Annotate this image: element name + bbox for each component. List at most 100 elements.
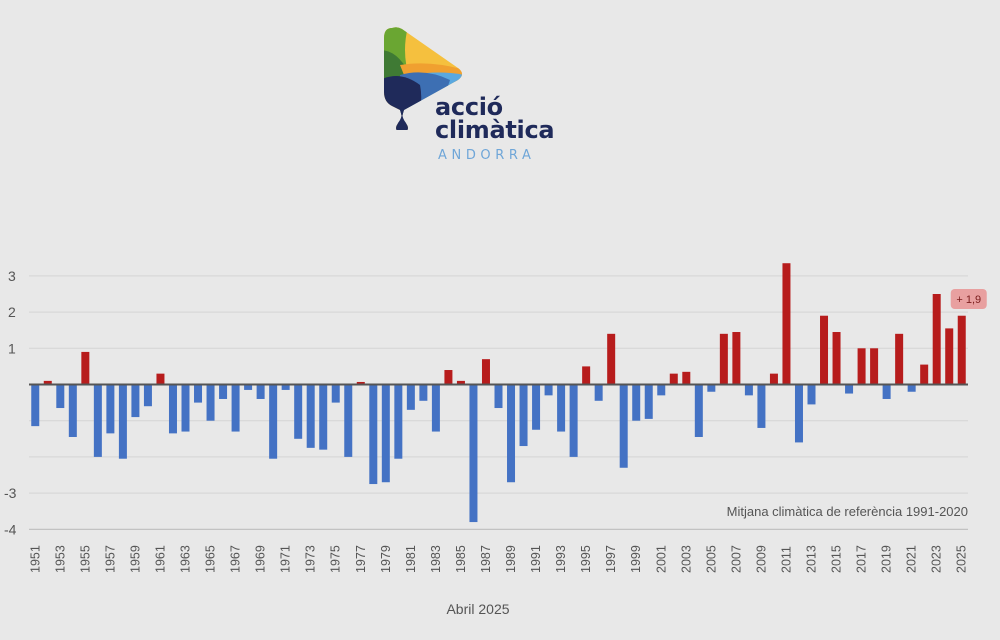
bar-1976: [344, 384, 353, 457]
x-tick-label: 2025: [955, 545, 969, 573]
bar-1958: [118, 384, 127, 459]
bar-1996: [594, 384, 603, 401]
bar-2017: [857, 348, 866, 385]
bar-1999: [632, 384, 641, 421]
bar-2019: [882, 384, 891, 399]
bar-1961: [156, 373, 165, 385]
y-axis-ticks: 3 2 1 -3 -4: [4, 268, 17, 537]
bar-1953: [56, 384, 65, 409]
y-tick-label: -3: [4, 485, 17, 501]
x-tick-label: 1957: [103, 545, 117, 573]
x-tick-label: 1991: [529, 545, 543, 573]
x-tick-label: 2005: [704, 545, 718, 573]
x-tick-label: 1973: [304, 545, 318, 573]
bar-2018: [870, 348, 879, 385]
bar-2016: [845, 384, 854, 394]
x-tick-label: 1971: [279, 545, 293, 573]
x-tick-label: 1967: [229, 545, 243, 573]
x-tick-label: 1969: [254, 545, 268, 573]
bar-2009: [757, 384, 766, 428]
chart-caption: Abril 2025: [446, 601, 509, 617]
x-tick-label: 1993: [554, 545, 568, 573]
x-tick-label: 1965: [204, 545, 218, 573]
x-tick-label: 1977: [354, 545, 368, 573]
x-tick-label: 1953: [53, 545, 67, 573]
bar-1963: [181, 384, 190, 432]
bar-2011: [782, 263, 791, 385]
bar-2020: [895, 333, 904, 385]
x-tick-label: 2009: [754, 545, 768, 573]
bar-2021: [907, 384, 916, 392]
x-tick-label: 2021: [905, 545, 919, 573]
bar-2004: [694, 384, 703, 437]
bar-1964: [194, 384, 203, 403]
bar-2013: [807, 384, 816, 405]
y-tick-label: 3: [8, 268, 16, 284]
bar-1952: [43, 380, 52, 385]
bar-1980: [394, 384, 403, 459]
logo-drop-play-icon: [384, 27, 462, 130]
logo-text-climatica: climàtica: [435, 116, 555, 144]
bar-1982: [419, 384, 428, 401]
x-tick-label: 1997: [604, 545, 618, 573]
bar-2014: [820, 315, 829, 385]
bar-1984: [444, 370, 453, 385]
bar-1990: [519, 384, 528, 447]
x-tick-label: 2007: [729, 545, 743, 573]
bar-2008: [744, 384, 753, 396]
bar-1955: [81, 351, 90, 385]
x-tick-label: 1983: [429, 545, 443, 573]
bar-1979: [381, 384, 390, 483]
x-tick-label: 2001: [654, 545, 668, 573]
bar-2006: [719, 333, 728, 385]
x-tick-label: 2013: [805, 545, 819, 573]
x-tick-label: 1981: [404, 545, 418, 573]
bar-2024: [945, 328, 954, 385]
bar-1956: [93, 384, 102, 457]
bar-1993: [557, 384, 566, 432]
bar-2002: [669, 373, 678, 385]
bar-1973: [306, 384, 315, 448]
x-tick-label: 1989: [504, 545, 518, 573]
bar-1970: [269, 384, 278, 459]
x-axis-ticks: 1951 1953 1955 1957 1959 1961 1963 1965 1967 1969…: [28, 545, 968, 573]
x-tick-label: 1959: [128, 545, 142, 573]
bar-2000: [644, 384, 653, 419]
bar-1989: [507, 384, 516, 483]
x-tick-label: 1987: [479, 545, 493, 573]
bar-1969: [256, 384, 265, 399]
bar-1998: [619, 384, 628, 468]
bars: [31, 263, 966, 523]
bar-1965: [206, 384, 215, 421]
reference-period-label: Mitjana climàtica de referència 1991-202…: [727, 504, 968, 519]
x-tick-label: 1995: [579, 545, 593, 573]
bar-1977: [356, 381, 365, 385]
logo-text-accio: acció: [435, 93, 503, 121]
bar-2023: [932, 294, 941, 385]
bar-1992: [544, 384, 553, 396]
bar-1951: [31, 384, 40, 427]
bar-2005: [707, 384, 716, 392]
bar-1968: [244, 384, 253, 390]
x-tick-label: 2023: [930, 545, 944, 573]
bar-2022: [920, 364, 929, 385]
bar-1991: [532, 384, 541, 430]
logo-text-andorra: ANDORRA: [438, 148, 536, 163]
bar-1957: [106, 384, 115, 434]
logo: acció climàtica ANDORRA: [380, 20, 560, 170]
bar-2003: [682, 371, 691, 385]
x-tick-label: 2011: [779, 546, 793, 573]
x-tick-label: 1951: [28, 545, 42, 573]
x-tick-label: 1955: [78, 545, 92, 573]
bar-1960: [143, 384, 152, 407]
callout-2025: + 1,9: [950, 289, 987, 309]
bar-1985: [456, 380, 465, 385]
callout-value: + 1,9: [956, 294, 981, 306]
bar-1988: [494, 384, 503, 409]
bar-1959: [131, 384, 140, 418]
bar-1983: [431, 384, 440, 432]
y-tick-label: 2: [8, 304, 16, 320]
y-tick-label: 1: [8, 340, 16, 356]
bar-1966: [219, 384, 228, 399]
